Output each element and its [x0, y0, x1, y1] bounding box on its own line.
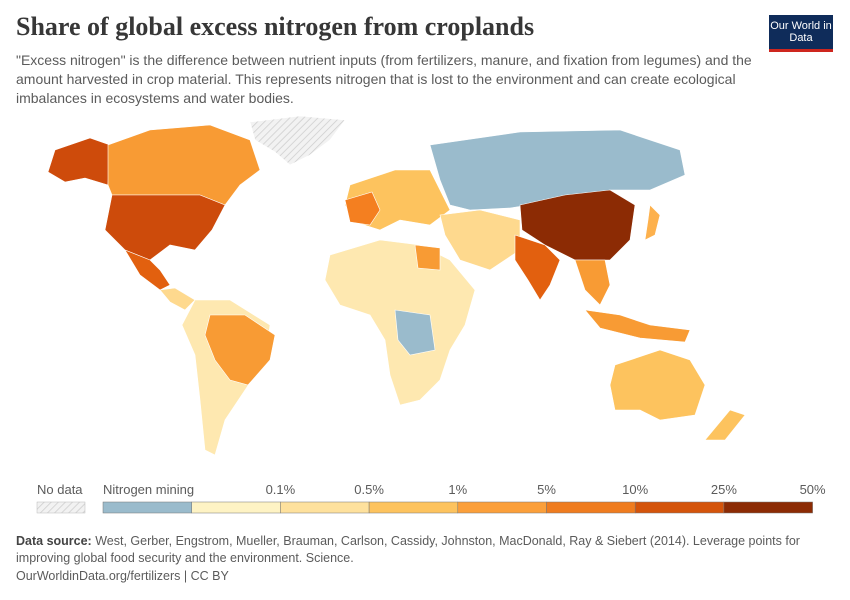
- world-map: [47, 115, 746, 456]
- central-africa: [394, 309, 436, 356]
- legend-bin: [280, 501, 370, 514]
- legend-label: 0.5%: [354, 482, 384, 497]
- no-data-swatch: [36, 501, 86, 514]
- legend-bin: [191, 501, 281, 514]
- legend-label: 25%: [711, 482, 737, 497]
- legend-label: 10%: [622, 482, 648, 497]
- central-america: [159, 287, 196, 311]
- canada: [107, 124, 261, 206]
- new-zealand: [704, 409, 746, 441]
- egypt: [414, 244, 441, 271]
- legend-label: 50%: [800, 482, 826, 497]
- southeast-asia: [574, 259, 611, 306]
- australia: [609, 349, 706, 421]
- legend-bin: [634, 501, 725, 514]
- no-data-label: No data: [37, 482, 83, 497]
- legend-bin: [102, 501, 192, 514]
- middle-east: [439, 209, 521, 271]
- title: Share of global excess nitrogen from cro…: [16, 12, 535, 41]
- china: [519, 189, 636, 261]
- legend-label: Nitrogen mining: [103, 482, 194, 497]
- legend-bin: [723, 501, 813, 514]
- brazil: [204, 314, 276, 386]
- legend: No data Nitrogen mining 0.1% 0.5% 1% 5% 10% 25%…: [36, 482, 826, 514]
- legend-bin: [457, 501, 547, 514]
- legend-bin: [368, 501, 459, 514]
- western-europe: [344, 191, 381, 226]
- footer: Data source: West, Gerber, Engstrom, Mue…: [16, 533, 816, 567]
- legend-label: 0.1%: [266, 482, 296, 497]
- subtitle: "Excess nitrogen" is the difference betw…: [16, 52, 752, 106]
- logo[interactable]: Our World in Data: [769, 15, 833, 52]
- legend-bin: [546, 501, 636, 514]
- usa: [104, 194, 226, 261]
- footer-url[interactable]: OurWorldinData.org/fertilizers | CC BY: [16, 569, 229, 583]
- alaska: [47, 137, 111, 186]
- greenland: [249, 115, 346, 166]
- indonesia: [584, 309, 691, 343]
- source-label: Data source:: [16, 534, 92, 548]
- legend-label: 5%: [537, 482, 556, 497]
- legend-label: 1%: [448, 482, 467, 497]
- countries: [47, 115, 746, 456]
- japan: [644, 204, 661, 241]
- mexico: [124, 249, 171, 291]
- india: [514, 234, 561, 301]
- source-text: West, Gerber, Engstrom, Mueller, Brauman…: [16, 534, 800, 565]
